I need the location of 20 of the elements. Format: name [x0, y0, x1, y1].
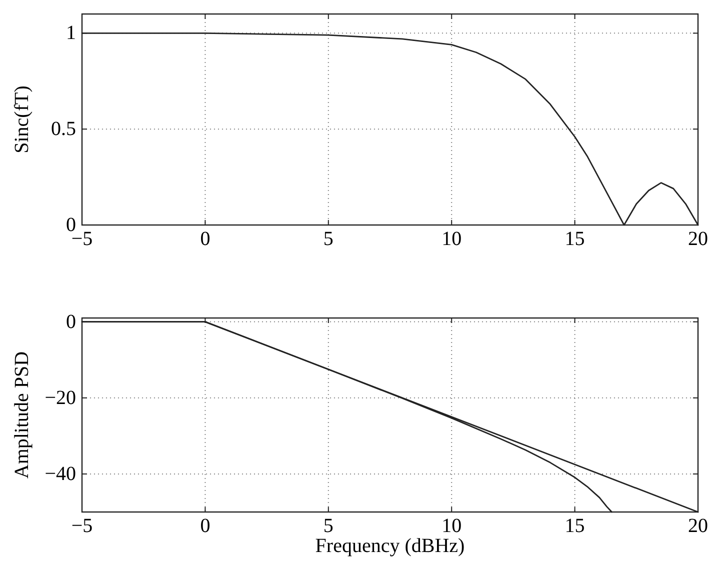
y-tick-label: 0.5 — [51, 118, 76, 140]
x-tick-label: 0 — [200, 228, 210, 250]
y-tick-label: 0 — [66, 214, 76, 236]
x-tick-label: −5 — [71, 515, 93, 537]
x-axis-title: Frequency (dBHz) — [315, 535, 465, 557]
y-tick-label: 1 — [66, 22, 76, 44]
x-tick-label: 10 — [442, 515, 462, 537]
x-tick-label: 20 — [688, 228, 708, 250]
y-axis-title: Sinc(fT) — [11, 86, 33, 154]
x-tick-label: 5 — [323, 228, 334, 250]
y-tick-label: −40 — [44, 462, 76, 485]
x-tick-label: 15 — [564, 515, 585, 537]
x-tick-label: 5 — [323, 515, 334, 537]
x-tick-label: 15 — [564, 228, 585, 250]
x-tick-label: 10 — [442, 228, 462, 250]
x-tick-label: 0 — [200, 515, 210, 537]
y-tick-label: 0 — [66, 310, 76, 333]
y-tick-label: −20 — [44, 386, 76, 409]
y-axis-title: Amplitude PSD — [11, 351, 33, 479]
x-tick-label: 20 — [688, 515, 708, 537]
